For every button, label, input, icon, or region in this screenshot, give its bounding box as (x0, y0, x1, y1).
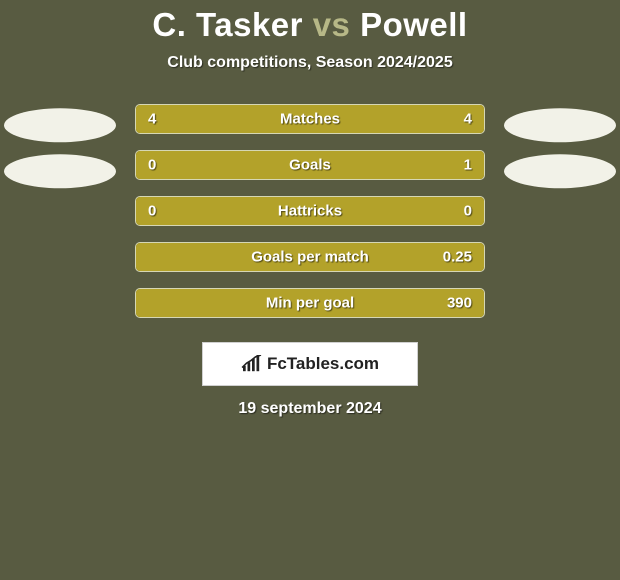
avatar-placeholder-right (504, 108, 616, 142)
metric-label: Min per goal (136, 295, 484, 312)
brand-box[interactable]: FcTables.com (202, 342, 418, 386)
stat-row-area: 01Goals (0, 150, 620, 196)
stat-row-area: 0.25Goals per match (0, 242, 620, 288)
subtitle: Club competitions, Season 2024/2025 (0, 54, 620, 72)
page-title: C. Tasker vs Powell (0, 6, 620, 44)
stat-row: 0.25Goals per match (135, 242, 485, 272)
brand-text: FcTables.com (267, 354, 379, 374)
title-vs: vs (313, 6, 351, 43)
stat-row-area: 00Hattricks (0, 196, 620, 242)
avatar-placeholder-right (504, 154, 616, 188)
chart-icon (241, 355, 263, 373)
title-player2: Powell (360, 6, 468, 43)
stats-rows: 44Matches 01Goals 00Hattricks 0.25Goals per… (0, 104, 620, 334)
date: 19 september 2024 (0, 400, 620, 418)
title-player1: C. Tasker (152, 6, 303, 43)
stat-row-area: 44Matches (0, 104, 620, 150)
stat-row: 01Goals (135, 150, 485, 180)
stat-row-area: 390Min per goal (0, 288, 620, 334)
metric-label: Hattricks (136, 203, 484, 220)
stat-row: 44Matches (135, 104, 485, 134)
avatar-placeholder-left (4, 108, 116, 142)
stat-row: 00Hattricks (135, 196, 485, 226)
metric-label: Matches (136, 111, 484, 128)
content: C. Tasker vs Powell Club competitions, S… (0, 0, 620, 418)
metric-label: Goals per match (136, 249, 484, 266)
avatar-placeholder-left (4, 154, 116, 188)
stat-row: 390Min per goal (135, 288, 485, 318)
metric-label: Goals (136, 157, 484, 174)
